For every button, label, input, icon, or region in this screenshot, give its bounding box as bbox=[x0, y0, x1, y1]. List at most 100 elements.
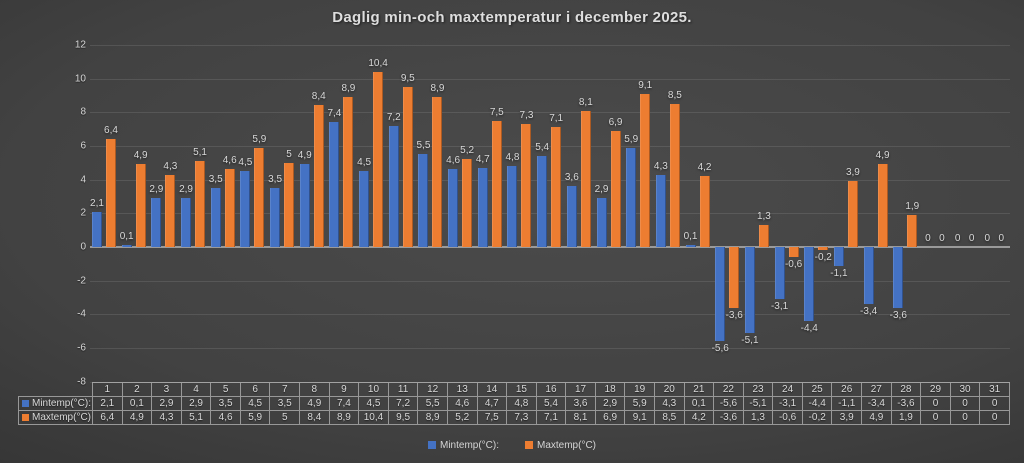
bar-mintemp-day-20[interactable] bbox=[655, 174, 666, 247]
bar-mintemp-day-16[interactable] bbox=[537, 156, 548, 247]
table-cell-maxtemp-day-18: 6,9 bbox=[594, 410, 626, 425]
bar-maxtemp-day-18[interactable] bbox=[610, 130, 621, 247]
bar-maxtemp-day-14[interactable] bbox=[491, 120, 502, 247]
bar-maxtemp-day-19[interactable] bbox=[640, 93, 651, 247]
table-cell-mintemp-day-29: 0 bbox=[920, 396, 951, 411]
bar-maxtemp-day-15[interactable] bbox=[521, 123, 532, 247]
bar-maxtemp-day-26[interactable] bbox=[847, 181, 858, 247]
bar-maxtemp-day-12[interactable] bbox=[432, 97, 443, 247]
bar-mintemp-day-28[interactable] bbox=[893, 247, 904, 308]
value-label-maxtemp-day-17: 8,1 bbox=[578, 96, 593, 108]
bar-maxtemp-day-27[interactable] bbox=[877, 164, 888, 247]
legend-item-maxtemp[interactable]: Maxtemp(°C) bbox=[525, 440, 596, 451]
value-label-maxtemp-day-25: -0,2 bbox=[814, 252, 832, 264]
bar-maxtemp-day-6[interactable] bbox=[254, 147, 265, 247]
bar-mintemp-day-27[interactable] bbox=[863, 247, 874, 305]
bar-mintemp-day-2[interactable] bbox=[121, 245, 132, 247]
table-cell-maxtemp-day-11: 9,5 bbox=[387, 410, 419, 425]
value-label-mintemp-day-17: 3,6 bbox=[564, 172, 579, 184]
bar-maxtemp-day-22[interactable] bbox=[729, 247, 740, 308]
table-cell-maxtemp-day-13: 5,2 bbox=[446, 410, 478, 425]
bar-mintemp-day-24[interactable] bbox=[774, 247, 785, 300]
table-cell-mintemp-day-30: 0 bbox=[949, 396, 981, 411]
value-label-maxtemp-day-10: 10,4 bbox=[368, 57, 388, 69]
bar-maxtemp-day-25[interactable] bbox=[818, 247, 829, 251]
bar-mintemp-day-6[interactable] bbox=[240, 171, 251, 247]
value-label-maxtemp-day-13: 5,2 bbox=[460, 145, 475, 157]
bar-mintemp-day-22[interactable] bbox=[715, 247, 726, 342]
bar-maxtemp-day-23[interactable] bbox=[758, 225, 769, 247]
table-day-header-6: 6 bbox=[239, 382, 271, 397]
value-label-maxtemp-day-22: -3,6 bbox=[725, 309, 743, 321]
bar-mintemp-day-14[interactable] bbox=[477, 167, 488, 247]
bar-mintemp-day-7[interactable] bbox=[270, 188, 281, 247]
value-label-mintemp-day-13: 4,6 bbox=[446, 155, 461, 167]
table-day-header-1: 1 bbox=[92, 382, 123, 397]
bar-mintemp-day-23[interactable] bbox=[744, 247, 755, 333]
value-label-mintemp-day-2: 0,1 bbox=[119, 231, 134, 243]
bar-maxtemp-day-20[interactable] bbox=[669, 103, 680, 247]
bar-maxtemp-day-21[interactable] bbox=[699, 176, 710, 247]
bar-mintemp-day-9[interactable] bbox=[329, 122, 340, 247]
y-axis-tick-label: 10 bbox=[74, 73, 86, 84]
bar-mintemp-day-1[interactable] bbox=[92, 211, 102, 247]
table-cell-maxtemp-day-12: 8,9 bbox=[417, 410, 448, 425]
value-label-maxtemp-day-28: 1,9 bbox=[905, 200, 920, 212]
value-label-mintemp-day-20: 4,3 bbox=[653, 160, 668, 172]
bar-mintemp-day-3[interactable] bbox=[151, 198, 162, 247]
bar-maxtemp-day-11[interactable] bbox=[402, 86, 413, 247]
bar-maxtemp-day-8[interactable] bbox=[313, 105, 324, 247]
bar-maxtemp-day-3[interactable] bbox=[165, 174, 176, 247]
legend-item-mintemp[interactable]: Mintemp(°C): bbox=[427, 440, 499, 451]
bar-mintemp-day-8[interactable] bbox=[299, 164, 310, 247]
table-cell-mintemp-day-12: 5,5 bbox=[417, 396, 448, 411]
bar-mintemp-day-11[interactable] bbox=[388, 125, 399, 247]
bar-mintemp-day-10[interactable] bbox=[359, 171, 370, 247]
bar-maxtemp-day-2[interactable] bbox=[135, 164, 146, 247]
y-axis-tick-label: -2 bbox=[77, 275, 86, 287]
bar-maxtemp-day-1[interactable] bbox=[106, 139, 116, 247]
value-label-maxtemp-day-11: 9,5 bbox=[400, 72, 415, 84]
value-label-mintemp-day-19: 5,9 bbox=[624, 133, 639, 145]
bar-maxtemp-day-13[interactable] bbox=[462, 159, 473, 247]
table-cell-mintemp-day-7: 3,5 bbox=[269, 396, 301, 411]
table-cell-maxtemp-day-26: 3,9 bbox=[831, 410, 863, 425]
bar-mintemp-day-18[interactable] bbox=[596, 198, 607, 247]
bar-mintemp-day-17[interactable] bbox=[566, 186, 577, 247]
legend-marker-mintemp-icon bbox=[427, 441, 436, 449]
y-axis-tick-label: 4 bbox=[80, 174, 86, 186]
y-axis-tick-label: 6 bbox=[80, 140, 86, 152]
bar-maxtemp-day-24[interactable] bbox=[788, 247, 799, 258]
table-cell-mintemp-day-10: 4,5 bbox=[358, 396, 389, 411]
table-cell-maxtemp-day-4: 5,1 bbox=[180, 410, 212, 425]
table-day-header-22: 22 bbox=[713, 382, 744, 397]
bar-mintemp-day-4[interactable] bbox=[181, 198, 192, 247]
value-label-maxtemp-day-26: 3,9 bbox=[845, 167, 860, 179]
bar-mintemp-day-12[interactable] bbox=[418, 154, 429, 247]
bar-mintemp-day-25[interactable] bbox=[804, 247, 815, 322]
bar-mintemp-day-19[interactable] bbox=[626, 147, 637, 247]
gridline bbox=[90, 145, 1010, 147]
bar-mintemp-day-15[interactable] bbox=[507, 166, 518, 247]
table-cell-maxtemp-day-30: 0 bbox=[949, 410, 981, 425]
bar-mintemp-day-26[interactable] bbox=[833, 247, 844, 266]
legend-label-maxtemp: Maxtemp(°C) bbox=[537, 439, 597, 451]
bar-maxtemp-day-10[interactable] bbox=[373, 71, 384, 247]
bar-mintemp-day-13[interactable] bbox=[448, 169, 459, 247]
table-day-header-8: 8 bbox=[299, 382, 330, 397]
bar-mintemp-day-5[interactable] bbox=[210, 188, 221, 247]
bar-mintemp-day-21[interactable] bbox=[685, 245, 696, 247]
table-day-header-12: 12 bbox=[417, 382, 448, 397]
bar-maxtemp-day-17[interactable] bbox=[580, 110, 591, 247]
table-cell-maxtemp-day-1: 6,4 bbox=[92, 410, 123, 425]
table-cell-mintemp-day-25: -4,4 bbox=[801, 396, 833, 411]
bar-maxtemp-day-9[interactable] bbox=[343, 97, 354, 247]
value-label-mintemp-day-28: -3,6 bbox=[889, 309, 907, 321]
table-day-header-31: 31 bbox=[979, 382, 1010, 397]
bar-maxtemp-day-16[interactable] bbox=[551, 127, 562, 247]
bar-maxtemp-day-7[interactable] bbox=[284, 162, 295, 247]
bar-maxtemp-day-28[interactable] bbox=[907, 214, 918, 247]
bar-maxtemp-day-4[interactable] bbox=[195, 161, 206, 247]
table-day-header-24: 24 bbox=[772, 382, 803, 397]
bar-maxtemp-day-5[interactable] bbox=[224, 169, 235, 247]
